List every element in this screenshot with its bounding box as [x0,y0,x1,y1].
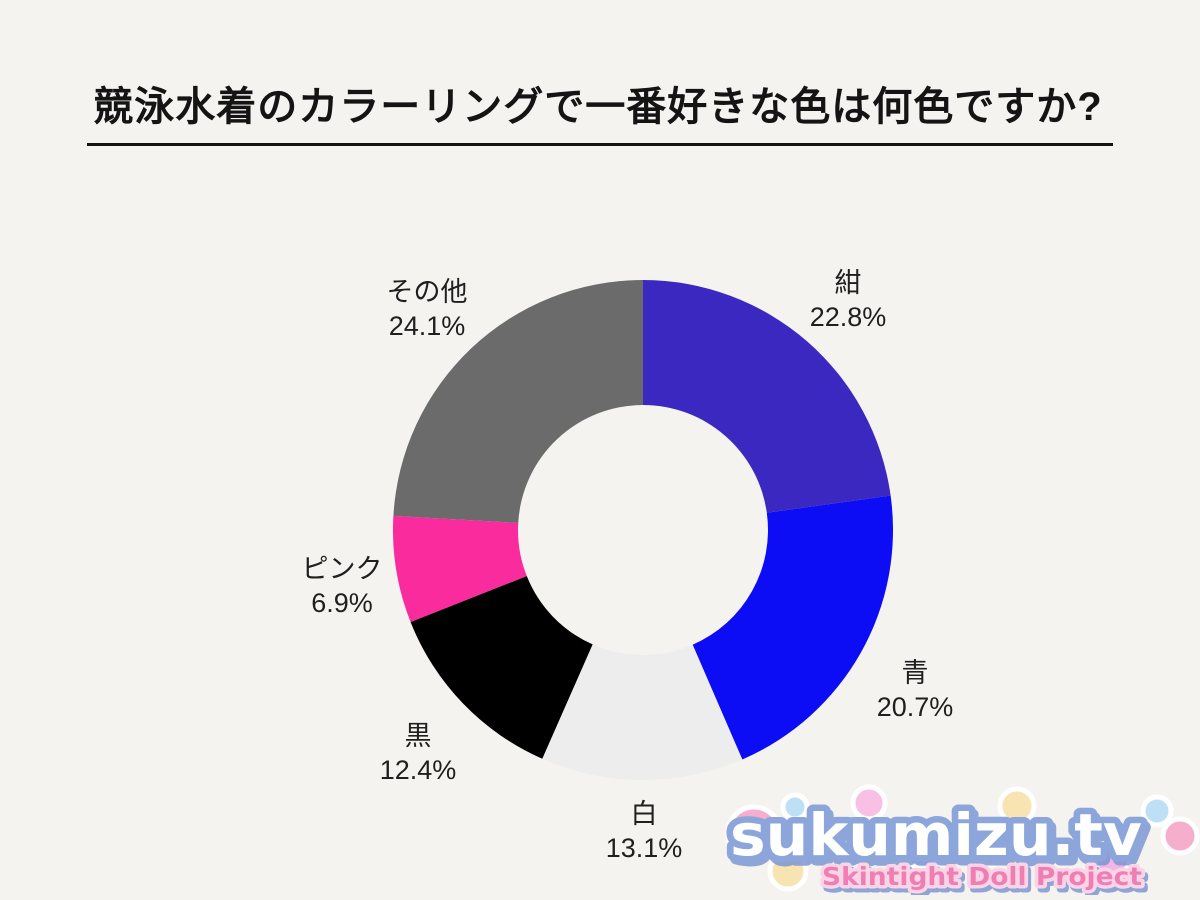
slice-label-percent: 13.1% [605,833,683,863]
donut-slice-青 [692,495,893,760]
slice-label-name: その他 [386,277,468,307]
slice-label-percent: 12.4% [379,755,457,785]
logo-pastel-circle [850,784,888,822]
logo-pastel-circle [767,850,809,892]
slice-label-percent: 24.1% [388,311,466,341]
slice-label-白: 白 13.1% [606,797,683,865]
slice-label-name: 青 [901,658,929,688]
slice-label-name: ピンク [301,554,383,584]
slice-label-name: 白 [630,799,658,829]
logo-pastel-circle [1091,837,1133,879]
logo-subtitle-text: Skintight Doll Project [822,862,1142,891]
logo-pastel-circle [780,792,810,822]
logo-main-text: sukumizu.tv [730,801,1142,869]
slice-label-name: 紺 [834,268,862,298]
logo-decorative-circles [725,784,1200,892]
logo-pastel-circle [977,842,1003,868]
logo-pastel-circle [725,804,783,862]
page-title: 競泳水着のカラーリングで一番好きな色は何色ですか? [87,74,1113,146]
slice-label-percent: 6.9% [311,588,373,618]
donut-slice-白 [542,644,743,780]
donut-slice-ピンク [393,515,527,623]
slice-label-percent: 22.8% [809,302,887,332]
slice-label-紺: 紺 22.8% [810,266,887,334]
donut-chart [393,280,893,780]
title-area: 競泳水着のカラーリングで一番好きな色は何色ですか? [0,74,1200,146]
slice-label-黒: 黒 12.4% [380,719,457,787]
logo-pastel-circle [997,786,1037,826]
slice-label-name: 黒 [404,721,432,751]
logo-pastel-circle [1140,794,1174,828]
slice-label-青: 青 20.7% [877,656,954,724]
slice-label-ピンク: ピンク 6.9% [302,552,383,620]
logo-pastel-circle [1160,816,1200,856]
slice-label-その他: その他 24.1% [387,275,468,343]
sukumizu-logo: sukumizu.tv Skintight Doll Project [724,784,1200,895]
donut-slice-その他 [393,280,643,523]
slice-label-percent: 20.7% [876,692,954,722]
donut-slice-紺 [643,280,891,513]
donut-slice-黒 [410,576,593,759]
logo-pastel-circle [903,834,941,872]
